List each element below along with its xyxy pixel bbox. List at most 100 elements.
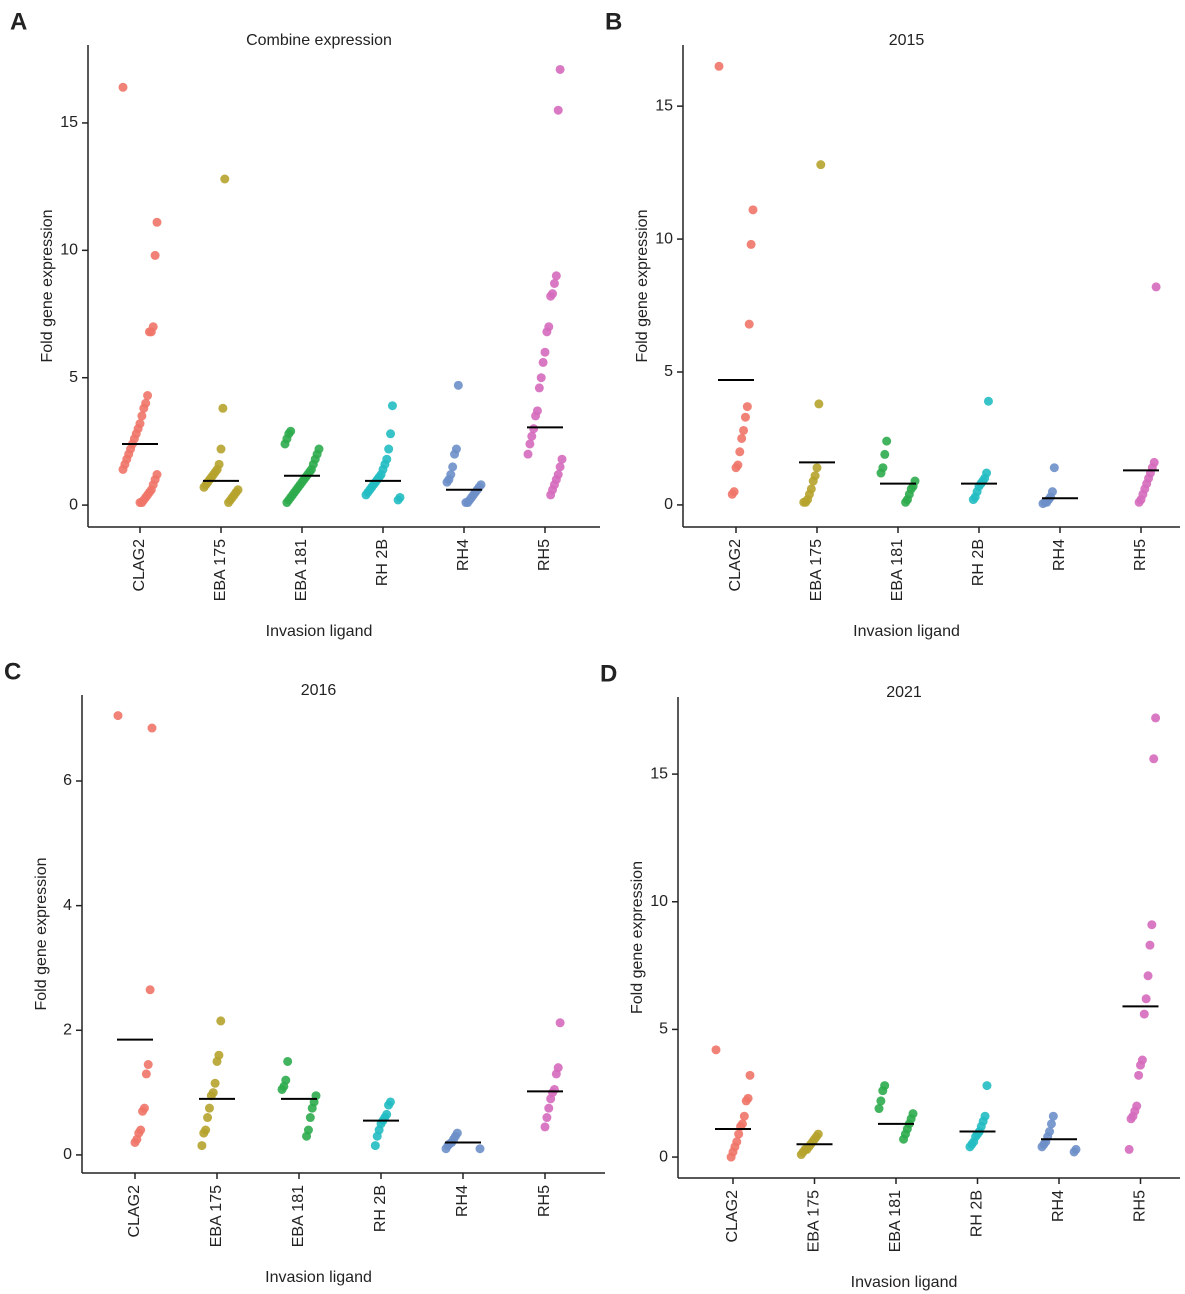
x-tick-label: RH5 <box>1132 1190 1149 1222</box>
y-tick-label: 15 <box>655 97 673 114</box>
data-point <box>546 490 556 500</box>
panel-letter: C <box>4 658 21 685</box>
data-point <box>901 497 911 507</box>
data-point <box>555 462 565 472</box>
data-point <box>442 477 452 487</box>
data-point <box>1046 1119 1056 1129</box>
x-tick-label: EBA 175 <box>212 539 229 601</box>
data-point <box>387 401 397 411</box>
x-tick-label: EBA 175 <box>808 539 825 601</box>
data-point <box>1145 940 1155 950</box>
data-point <box>714 61 724 71</box>
x-tick-label: CLAG2 <box>727 539 744 592</box>
panel-letter: A <box>10 8 27 35</box>
data-point <box>542 1113 552 1123</box>
y-tick-label: 15 <box>60 114 78 131</box>
data-point <box>453 380 463 390</box>
y-tick-label: 5 <box>664 363 673 380</box>
y-tick-label: 5 <box>69 369 78 386</box>
x-axis-label: Invasion ligand <box>265 1269 372 1286</box>
data-point <box>726 1152 736 1162</box>
data-point <box>529 424 539 434</box>
data-point <box>546 1094 556 1104</box>
x-tick-label: RH4 <box>1051 539 1068 571</box>
data-point <box>546 291 556 301</box>
data-point <box>796 1150 806 1160</box>
data-point <box>1049 463 1059 473</box>
data-point <box>143 1060 153 1070</box>
data-point <box>204 1103 214 1113</box>
panel-letter: D <box>600 660 617 687</box>
data-point <box>441 1144 451 1154</box>
data-point <box>282 498 292 508</box>
data-point <box>799 497 809 507</box>
data-point <box>216 444 226 454</box>
data-point <box>555 1018 565 1028</box>
data-point <box>118 464 128 474</box>
y-axis-label: Fold gene expression <box>634 210 651 363</box>
x-axis-label: Invasion ligand <box>853 623 960 640</box>
data-point <box>734 1129 744 1139</box>
data-point <box>814 399 824 409</box>
data-point <box>745 1070 755 1080</box>
data-point <box>150 250 160 260</box>
data-point <box>544 1103 554 1113</box>
x-tick-label: RH 2B <box>374 539 391 586</box>
data-point <box>880 449 890 459</box>
data-point <box>968 495 978 505</box>
y-axis-label: Fold gene expression <box>629 861 646 1014</box>
x-axis-label: Invasion ligand <box>851 1274 958 1291</box>
chart-title: Combine expression <box>246 32 392 49</box>
data-point <box>878 1086 888 1096</box>
data-point <box>982 1081 992 1091</box>
data-point <box>540 347 550 357</box>
y-tick-label: 5 <box>659 1021 668 1038</box>
x-tick-label: RH5 <box>536 539 553 571</box>
chart-title: 2021 <box>886 684 922 701</box>
data-point <box>393 495 403 505</box>
data-point <box>731 463 741 473</box>
data-point <box>1069 1147 1079 1157</box>
chart-title: 2015 <box>889 32 925 49</box>
data-point <box>307 1103 317 1113</box>
data-point <box>808 476 818 486</box>
data-point <box>384 1100 394 1110</box>
data-point <box>152 217 162 227</box>
data-point <box>739 425 749 435</box>
data-point <box>899 1134 909 1144</box>
data-point <box>361 490 371 500</box>
panel-letter: B <box>605 8 622 35</box>
data-point <box>1149 754 1159 764</box>
data-point <box>113 711 123 721</box>
y-tick-label: 4 <box>63 897 72 914</box>
data-point <box>965 1142 975 1152</box>
data-point <box>531 411 541 421</box>
y-tick-label: 2 <box>63 1022 72 1039</box>
x-axis-label: Invasion ligand <box>266 623 373 640</box>
data-point <box>740 412 750 422</box>
x-tick-label: RH4 <box>455 539 472 571</box>
x-tick-label: EBA 181 <box>887 1190 904 1252</box>
data-point <box>143 391 153 401</box>
data-point <box>1037 1142 1047 1152</box>
data-point <box>816 160 826 170</box>
data-point <box>1126 1114 1136 1124</box>
y-tick-label: 15 <box>650 765 668 782</box>
data-point <box>1147 920 1157 930</box>
data-point <box>542 327 552 337</box>
data-point <box>218 403 228 413</box>
data-point <box>1143 971 1153 981</box>
data-point <box>735 447 745 457</box>
x-tick-label: CLAG2 <box>131 539 148 592</box>
data-point <box>461 498 471 508</box>
data-point <box>199 1128 209 1138</box>
y-tick-label: 6 <box>63 772 72 789</box>
data-point <box>1151 713 1161 723</box>
data-point <box>1136 1060 1145 1070</box>
data-point <box>711 1045 721 1055</box>
data-point <box>742 402 752 412</box>
data-point <box>220 174 230 184</box>
data-point <box>302 1131 312 1141</box>
x-tick-label: RH 2B <box>372 1185 389 1232</box>
